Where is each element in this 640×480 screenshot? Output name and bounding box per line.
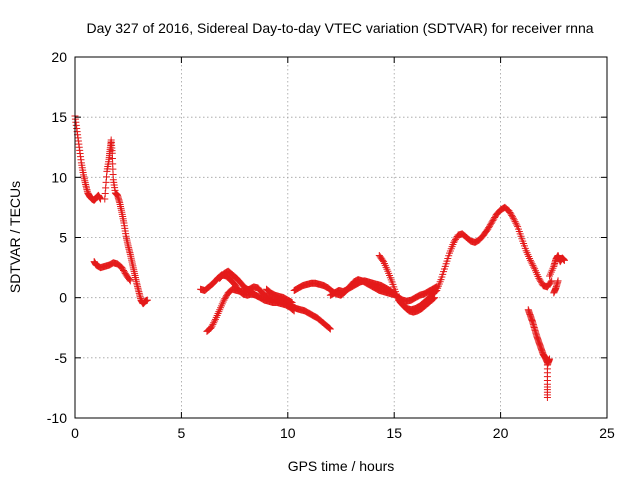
data-point-interp	[506, 208, 514, 216]
data-point-interp	[510, 216, 518, 224]
data-point	[450, 238, 458, 246]
data-point	[526, 256, 534, 264]
data-point-interp	[379, 256, 387, 264]
y-tick-label: 20	[51, 49, 67, 65]
y-tick-label: -10	[47, 410, 67, 426]
data-series	[71, 112, 568, 402]
data-point-interp	[209, 320, 217, 328]
data-point-interp	[509, 213, 517, 221]
y-tick-label: 10	[51, 169, 67, 185]
series-arc-3	[101, 136, 151, 308]
data-point-interp	[486, 222, 494, 230]
x-tick-label: 15	[386, 425, 402, 441]
x-tick-label: 10	[280, 425, 296, 441]
data-point-interp	[432, 287, 440, 295]
x-tick-label: 20	[493, 425, 509, 441]
data-point-interp	[208, 322, 216, 330]
data-point-interp	[221, 295, 229, 303]
data-point	[560, 256, 568, 264]
data-point-interp	[537, 277, 545, 285]
data-point-interp	[511, 218, 519, 226]
data-point-interp	[513, 221, 521, 229]
x-tick-label: 5	[178, 425, 186, 441]
data-point-interp	[490, 215, 498, 223]
data-point-interp	[487, 219, 495, 227]
data-point	[207, 324, 215, 332]
data-point-interp	[536, 276, 544, 284]
data-point	[484, 225, 492, 233]
y-tick-label: -5	[55, 350, 68, 366]
data-point	[392, 290, 400, 298]
data-point-interp	[489, 216, 497, 224]
chart-title: Day 327 of 2016, Sidereal Day-to-day VTE…	[86, 20, 593, 36]
data-point-interp	[530, 263, 538, 271]
data-point-interp	[119, 265, 127, 273]
x-tick-label: 25	[599, 425, 615, 441]
data-point-interp	[529, 261, 537, 269]
series-arc-2	[90, 258, 134, 285]
data-point-interp	[393, 292, 401, 300]
series-arc-6	[216, 267, 262, 300]
data-point-interp	[325, 324, 333, 332]
data-point-interp	[528, 260, 536, 268]
data-point-interp	[431, 288, 439, 296]
data-point	[220, 296, 228, 304]
data-point-interp	[451, 235, 459, 243]
data-point	[326, 325, 334, 333]
data-point	[548, 277, 556, 285]
series-arc-14	[524, 306, 554, 402]
x-tick-label: 0	[71, 425, 79, 441]
data-point	[543, 394, 551, 402]
data-point-interp	[507, 210, 515, 218]
data-point	[488, 218, 496, 226]
data-point-interp	[125, 276, 133, 284]
data-point	[288, 298, 296, 306]
y-tick-label: 15	[51, 109, 67, 125]
data-point-interp	[120, 266, 128, 274]
data-point	[118, 264, 126, 272]
data-point-interp	[508, 211, 516, 219]
data-point	[509, 214, 517, 222]
data-point	[505, 207, 513, 215]
series-arc-1	[71, 112, 105, 204]
data-point-interp	[485, 224, 493, 232]
data-point-interp	[486, 221, 494, 229]
data-point	[254, 292, 262, 300]
data-point-interp	[527, 258, 535, 266]
grid-lines	[75, 57, 607, 418]
data-point	[143, 296, 151, 304]
data-point	[554, 277, 562, 285]
data-point-interp	[547, 278, 555, 286]
series-arc-13	[550, 277, 562, 297]
x-axis-label: GPS time / hours	[288, 458, 395, 474]
data-point-interp	[211, 317, 219, 325]
data-point-interp	[451, 237, 459, 245]
y-tick-label: 0	[59, 290, 67, 306]
y-tick-label: 5	[59, 230, 67, 246]
series-arc-5	[203, 283, 334, 335]
y-axis-label: SDTVAR / TECUs	[7, 181, 23, 293]
data-point-interp	[491, 214, 499, 222]
data-point-interp	[223, 292, 231, 300]
data-point-interp	[222, 293, 230, 301]
series-arc-11	[394, 203, 556, 314]
data-point	[535, 274, 543, 282]
series-arc-12	[546, 252, 568, 280]
axis-ticks: 0 5 10 15 20 25 -10 -5 0 5 10 15 20	[47, 49, 615, 441]
data-point-interp	[120, 268, 128, 276]
series-arc-7	[263, 285, 296, 306]
data-point-interp	[326, 324, 334, 332]
data-point	[126, 277, 134, 285]
data-point-interp	[512, 219, 520, 227]
data-point-interp	[210, 319, 218, 327]
